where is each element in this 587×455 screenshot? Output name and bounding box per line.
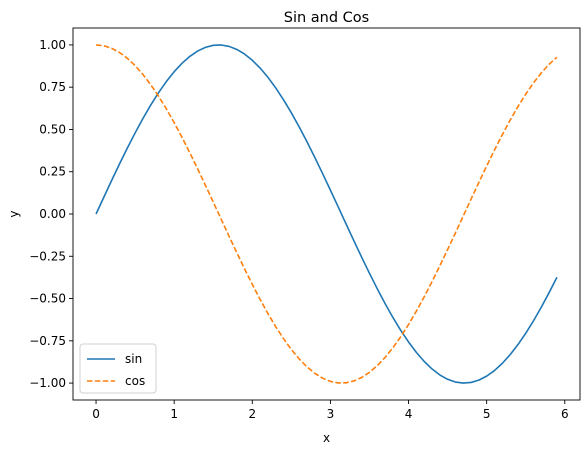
series-line-sin	[95, 44, 558, 384]
plot-area	[73, 28, 580, 400]
y-axis-label: y	[7, 210, 21, 217]
x-tick-label: 3	[327, 407, 335, 421]
legend-label-cos: cos	[125, 374, 145, 388]
x-tick-label: 4	[405, 407, 413, 421]
y-tick-label: −1.00	[29, 376, 66, 390]
y-tick-label: 0.50	[39, 122, 66, 136]
legend-label-sin: sin	[125, 352, 142, 366]
y-tick-label: 0.25	[39, 165, 66, 179]
x-tick-label: 6	[561, 407, 569, 421]
legend: sin cos	[79, 343, 157, 394]
series-line-cos	[95, 44, 558, 384]
x-tick-label: 5	[483, 407, 491, 421]
chart-title: Sin and Cos	[284, 10, 369, 26]
x-tick-label: 2	[248, 407, 256, 421]
x-tick-label: 0	[92, 407, 100, 421]
series-layer	[95, 44, 558, 384]
y-tick-label: 0.75	[39, 80, 66, 94]
x-axis-ticks: 0 1 2 3 4 5 6	[92, 400, 569, 421]
y-axis-ticks: −1.00 −0.75 −0.50 −0.25 0.00 0.25 0.50 0.75 1.00	[29, 38, 73, 390]
y-tick-label: 0.00	[39, 207, 66, 221]
y-tick-label: −0.75	[29, 334, 66, 348]
y-tick-label: −0.25	[29, 249, 66, 263]
x-tick-label: 1	[170, 407, 178, 421]
x-axis-label: x	[323, 431, 330, 445]
y-tick-label: 1.00	[39, 38, 66, 52]
y-tick-label: −0.50	[29, 292, 66, 306]
